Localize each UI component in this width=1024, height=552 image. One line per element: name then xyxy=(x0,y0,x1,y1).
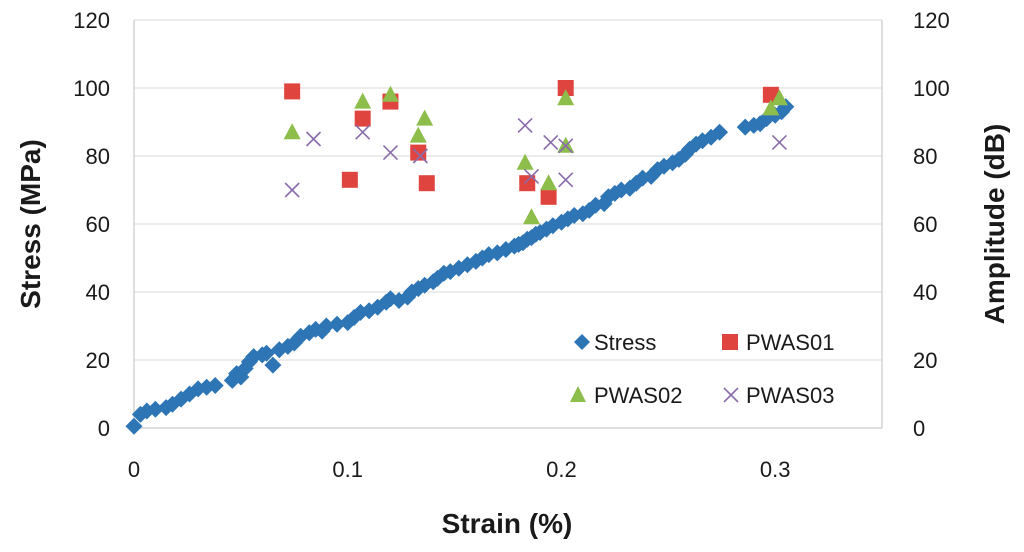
data-marks xyxy=(125,80,795,435)
x-tick-label: 0.2 xyxy=(546,457,577,482)
axes xyxy=(133,20,883,429)
y-tick-label-left: 120 xyxy=(73,8,110,33)
pwas03-point xyxy=(543,134,559,150)
pwas01-point xyxy=(540,188,557,205)
pwas01-point xyxy=(354,110,371,127)
legend-pwas03-label: PWAS03 xyxy=(746,383,834,408)
legend-pwas03-marker xyxy=(723,387,739,403)
legend-pwas01-marker xyxy=(722,334,738,350)
pwas02-point xyxy=(381,85,399,102)
pwas02-point xyxy=(516,153,534,170)
stress-point xyxy=(264,356,282,374)
pwas01-point xyxy=(418,175,435,192)
pwas01-point xyxy=(284,83,301,100)
pwas02-point xyxy=(540,174,558,191)
gridlines xyxy=(134,19,882,361)
pwas02-point xyxy=(416,109,434,126)
pwas02-point xyxy=(762,99,780,116)
tick-labels: 0 0.1 0.2 0.3 0 20 40 60 80 100 120 0 20 40 60 80 100 120 xyxy=(73,8,949,482)
y-tick-label-right: 40 xyxy=(913,280,937,305)
y-tick-label-right: 60 xyxy=(913,212,937,237)
pwas03-point xyxy=(558,138,574,154)
pwas03-point xyxy=(523,168,540,184)
legend-pwas01-label: PWAS01 xyxy=(746,330,834,355)
pwas03-point xyxy=(517,117,533,133)
y-tick-label-right: 100 xyxy=(913,76,950,101)
stress-point xyxy=(146,400,164,418)
x-axis-title: Strain (%) xyxy=(442,508,573,539)
pwas03-point xyxy=(382,145,399,161)
y-tick-label-left: 100 xyxy=(73,76,110,101)
y-tick-label-right: 0 xyxy=(913,416,925,441)
pwas02-point xyxy=(557,89,575,106)
stress-point xyxy=(125,417,143,435)
pwas03-point xyxy=(771,134,787,150)
pwas02-point xyxy=(409,126,427,143)
pwas02-point xyxy=(770,89,788,106)
pwas03-point xyxy=(305,131,322,147)
pwas01-point xyxy=(557,80,574,96)
legend-pwas02-label: PWAS02 xyxy=(594,383,682,408)
y-tick-label-left: 60 xyxy=(86,212,110,237)
y-axis-title-right: Amplitude (dB) xyxy=(979,124,1010,325)
x-tick-label: 0.1 xyxy=(332,457,363,482)
y-axis-title-left: Stress (MPa) xyxy=(15,139,46,309)
x-tick-label: 0.3 xyxy=(760,457,791,482)
legend-pwas02-marker xyxy=(570,386,586,402)
pwas02-point xyxy=(283,123,301,140)
pwas02-point xyxy=(354,92,372,109)
pwas01-point xyxy=(410,144,427,161)
y-tick-label-left: 0 xyxy=(98,416,110,441)
pwas03-point xyxy=(412,148,428,164)
pwas01-point xyxy=(519,175,536,192)
pwas03-point xyxy=(558,172,574,188)
stress-point xyxy=(328,315,346,333)
pwas01-point xyxy=(341,171,358,188)
legend-stress-label: Stress xyxy=(594,330,656,355)
y-tick-label-right: 120 xyxy=(913,8,950,33)
x-tick-label: 0 xyxy=(128,457,140,482)
pwas02-point xyxy=(523,208,541,225)
stress-point xyxy=(206,377,224,394)
legend-stress-marker xyxy=(574,334,590,350)
stress-point xyxy=(711,123,729,141)
y-tick-label-left: 40 xyxy=(86,280,110,305)
y-tick-label-left: 80 xyxy=(86,144,110,169)
y-tick-label-right: 20 xyxy=(913,348,937,373)
pwas03-point xyxy=(284,182,300,198)
y-tick-label-left: 20 xyxy=(86,348,110,373)
pwas03-point xyxy=(355,124,371,140)
legend: Stress PWAS01 PWAS02 PWAS03 xyxy=(570,330,834,408)
stress-point xyxy=(258,344,276,362)
y-tick-label-right: 80 xyxy=(913,144,937,169)
stress-point xyxy=(317,317,335,335)
